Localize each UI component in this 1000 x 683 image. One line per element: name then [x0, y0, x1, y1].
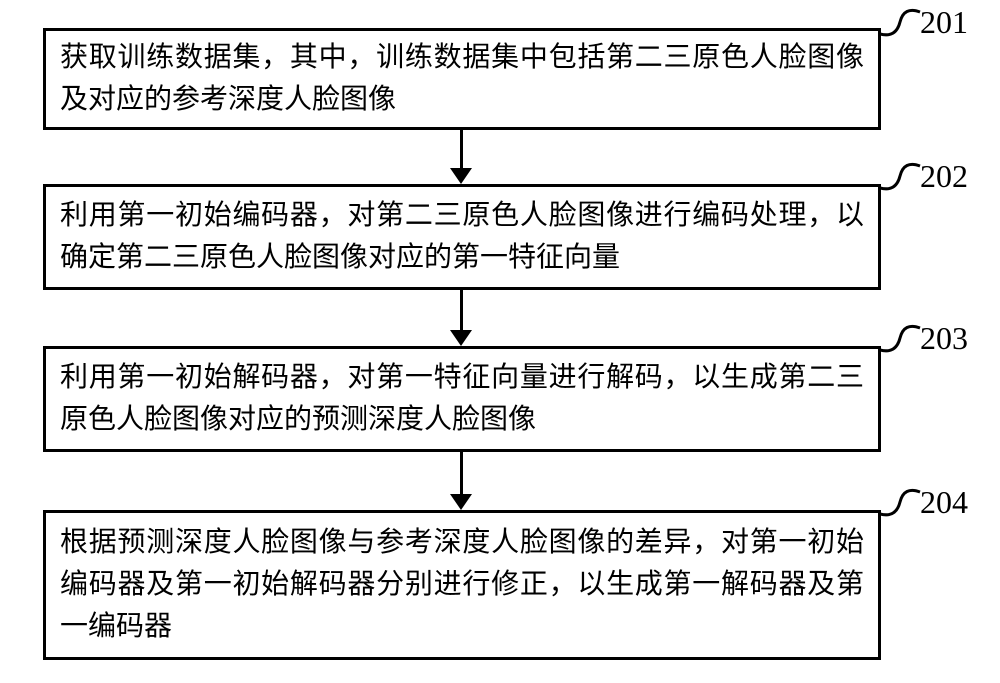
step-text: 根据预测深度人脸图像与参考深度人脸图像的差异，对第一初始编码器及第一初始解码器分…: [60, 522, 864, 648]
arrow-shaft: [460, 290, 463, 330]
step-text: 利用第一初始编码器，对第二三原色人脸图像进行编码处理，以确定第二三原色人脸图像对…: [60, 195, 864, 279]
step-text: 利用第一初始解码器，对第一特征向量进行解码，以生成第二三原色人脸图像对应的预测深…: [60, 357, 864, 441]
callout-curve: [878, 484, 922, 520]
step-label: 202: [920, 158, 968, 195]
step-label: 204: [920, 484, 968, 521]
step-box-204: 根据预测深度人脸图像与参考深度人脸图像的差异，对第一初始编码器及第一初始解码器分…: [43, 510, 881, 660]
step-text: 获取训练数据集，其中，训练数据集中包括第二三原色人脸图像及对应的参考深度人脸图像: [60, 37, 864, 121]
arrow-head-icon: [450, 168, 472, 184]
arrow-shaft: [460, 452, 463, 494]
flowchart-canvas: 获取训练数据集，其中，训练数据集中包括第二三原色人脸图像及对应的参考深度人脸图像…: [0, 0, 1000, 683]
step-box-203: 利用第一初始解码器，对第一特征向量进行解码，以生成第二三原色人脸图像对应的预测深…: [43, 346, 881, 452]
arrow-head-icon: [450, 494, 472, 510]
callout-curve: [878, 4, 922, 40]
step-box-201: 获取训练数据集，其中，训练数据集中包括第二三原色人脸图像及对应的参考深度人脸图像: [43, 28, 881, 130]
callout-curve: [878, 158, 922, 194]
arrow-head-icon: [450, 330, 472, 346]
callout-curve: [878, 320, 922, 356]
arrow-shaft: [460, 130, 463, 168]
step-box-202: 利用第一初始编码器，对第二三原色人脸图像进行编码处理，以确定第二三原色人脸图像对…: [43, 184, 881, 290]
step-label: 203: [920, 320, 968, 357]
step-label: 201: [920, 4, 968, 41]
